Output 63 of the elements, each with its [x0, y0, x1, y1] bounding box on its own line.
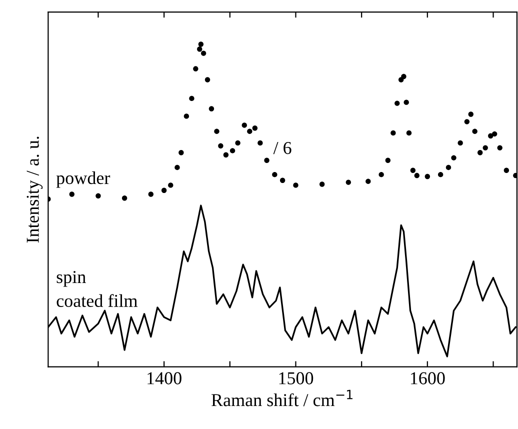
- point: [468, 112, 474, 117]
- point: [208, 106, 214, 112]
- point: [385, 158, 391, 163]
- point: [235, 140, 240, 146]
- x-tick-label: 1400: [148, 372, 182, 384]
- point: [230, 148, 236, 154]
- point: [504, 168, 510, 173]
- annotation: / 6: [273, 142, 292, 154]
- point: [178, 150, 184, 156]
- point: [451, 155, 456, 160]
- point: [446, 164, 452, 170]
- x-tick-label: 1600: [410, 372, 445, 384]
- point: [122, 196, 128, 201]
- point: [472, 128, 478, 134]
- point: [378, 172, 384, 178]
- x-axis-title: Raman shift / cm$^{−1}$: [212, 390, 352, 406]
- point: [406, 130, 412, 136]
- point: [497, 145, 502, 150]
- point: [223, 152, 229, 158]
- point: [193, 66, 198, 72]
- point: [293, 182, 298, 188]
- series-label: powder: [56, 171, 110, 188]
- point: [482, 145, 488, 150]
- point: [168, 182, 174, 188]
- point: [264, 158, 270, 163]
- point: [488, 133, 494, 138]
- point: [184, 114, 190, 119]
- point: [366, 178, 371, 184]
- point: [198, 42, 204, 47]
- point: [414, 172, 420, 178]
- point: [390, 130, 396, 136]
- point: [174, 164, 180, 170]
- point: [214, 128, 220, 134]
- point: [464, 119, 470, 124]
- point: [394, 100, 400, 106]
- point: [242, 122, 247, 128]
- point: [410, 168, 416, 173]
- point: [189, 96, 194, 102]
- point: [197, 46, 202, 52]
- point: [424, 174, 430, 180]
- series-label: spin coated film: [56, 270, 138, 308]
- point: [200, 50, 206, 56]
- point: [272, 172, 278, 178]
- point: [280, 178, 286, 183]
- point: [204, 77, 210, 82]
- point: [319, 182, 325, 187]
- point: [161, 188, 167, 193]
- point: [252, 126, 258, 131]
- point: [404, 100, 409, 105]
- point: [492, 131, 498, 137]
- point: [346, 180, 352, 185]
- point: [96, 193, 101, 198]
- point: [247, 128, 252, 134]
- point: [148, 192, 154, 197]
- point: [458, 140, 463, 146]
- point: [218, 143, 224, 148]
- y-axis-title: Intensity / a. u.: [26, 136, 43, 243]
- point: [258, 140, 263, 146]
- point: [477, 150, 483, 156]
- x-tick-label: 1500: [279, 372, 314, 384]
- point: [438, 172, 444, 178]
- point: [401, 74, 406, 80]
- point: [69, 192, 74, 197]
